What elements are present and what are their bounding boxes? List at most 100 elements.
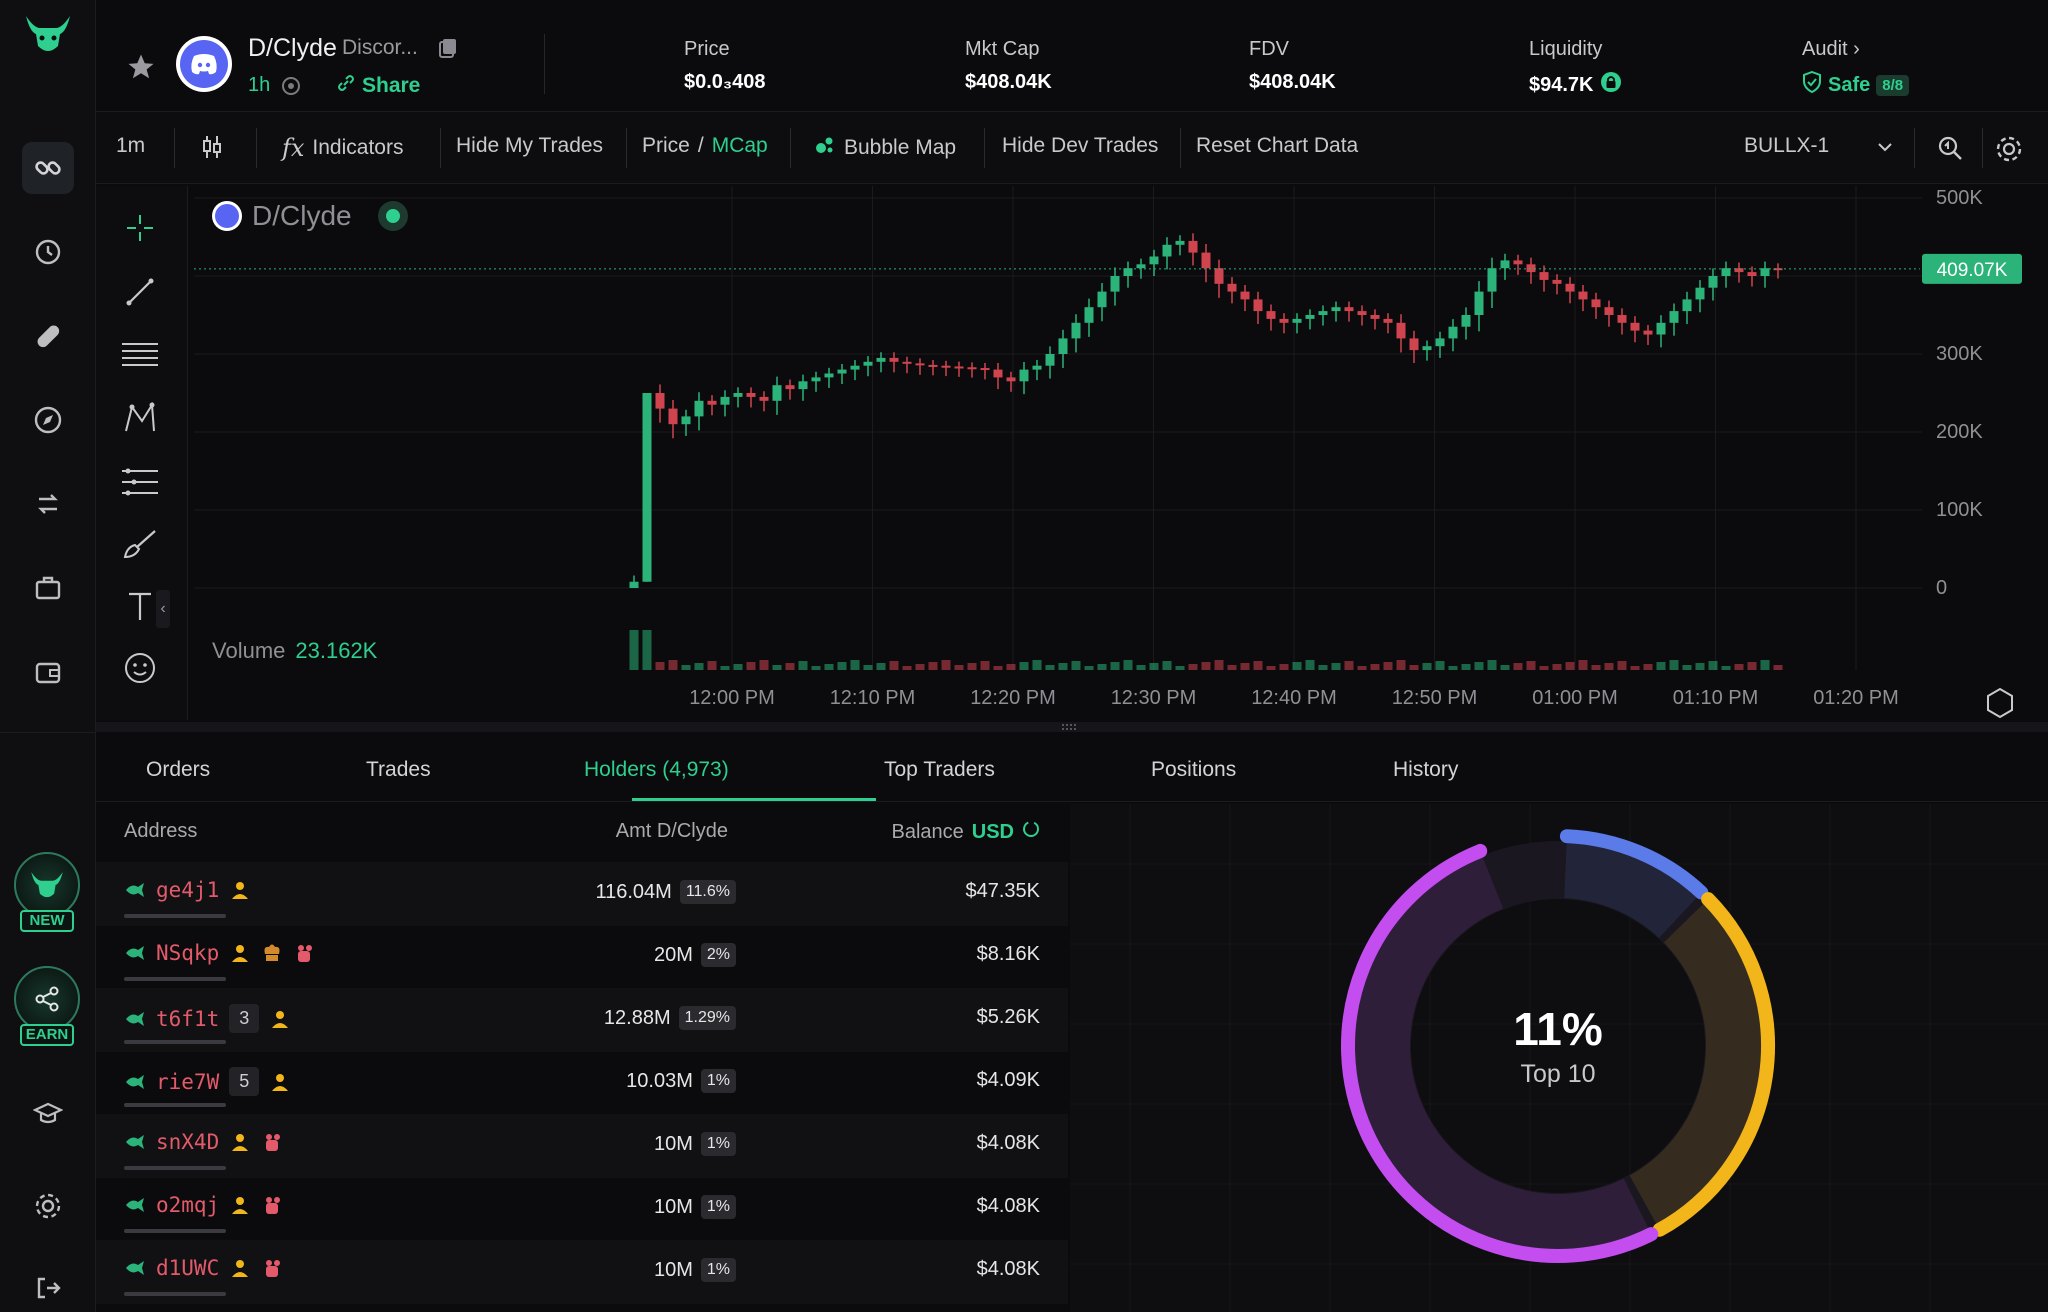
top10-donut-panel <box>1070 804 2048 1312</box>
horizontal-lines-icon[interactable] <box>118 332 162 376</box>
copy-icon[interactable] <box>436 36 460 65</box>
col-address: Address <box>124 820 198 842</box>
new-badge: NEW <box>20 910 74 932</box>
holder-address[interactable]: snX4D <box>124 1130 283 1170</box>
table-row[interactable]: snX4D 10M 1% $4.08K <box>96 1114 1068 1178</box>
table-row[interactable]: t6f1t 3 12.88M 1.29% $5.26K <box>96 988 1068 1052</box>
price-mcap-toggle[interactable]: Price / MCap <box>642 134 768 158</box>
col-balance[interactable]: Balance USD <box>891 820 1040 844</box>
holder-balance: $4.09K <box>976 1069 1040 1091</box>
x-tick-label: 12:30 PM <box>1111 687 1197 709</box>
swap-icon[interactable] <box>22 478 74 530</box>
wallet-icon[interactable] <box>22 646 74 698</box>
volume-bar <box>1019 662 1029 670</box>
briefcase-icon[interactable] <box>22 562 74 614</box>
brush-icon[interactable] <box>118 522 162 566</box>
stat-audit[interactable]: Audit › Safe 8/8 <box>1802 38 1910 99</box>
candle-body <box>1500 260 1510 269</box>
holder-address[interactable]: ge4j1 <box>124 878 251 918</box>
text-tool-icon[interactable] <box>118 584 162 628</box>
logout-icon[interactable] <box>22 1268 74 1308</box>
tab-history[interactable]: History <box>1393 758 1459 781</box>
table-row[interactable]: rie7W 5 10.03M 1% $4.09K <box>96 1051 1068 1115</box>
bull-logo-icon[interactable] <box>20 10 76 58</box>
address-underline <box>124 1166 226 1170</box>
link-icon[interactable] <box>22 142 74 194</box>
candle-body <box>785 385 795 390</box>
candle-body <box>1539 272 1549 280</box>
server-select[interactable]: BULLX-1 <box>1744 134 1893 158</box>
top10-donut-chart[interactable] <box>1070 804 2048 1312</box>
x-tick-label: 12:10 PM <box>830 687 916 709</box>
user-icon <box>232 1197 249 1214</box>
donut-segment[interactable] <box>1652 892 1775 1237</box>
share-button[interactable]: Share <box>336 73 420 99</box>
holder-address[interactable]: t6f1t 3 <box>124 1004 291 1044</box>
quick-zoom-icon[interactable] <box>1936 134 1964 162</box>
volume-bar <box>1240 663 1250 670</box>
holder-address[interactable]: o2mqj <box>124 1193 283 1233</box>
collapse-tools-button[interactable]: ‹ <box>156 590 170 628</box>
table-row[interactable]: NSqkp 20M 2% $8.16K <box>96 925 1068 989</box>
candle-type-icon[interactable] <box>200 134 224 160</box>
candle-body <box>1669 311 1679 323</box>
holder-address[interactable]: rie7W 5 <box>124 1067 291 1107</box>
holder-address[interactable]: d1UWC <box>124 1256 283 1296</box>
candle-body <box>915 363 925 366</box>
table-row[interactable]: d1UWC 10M 1% $4.08K <box>96 1240 1068 1304</box>
candle-body <box>954 366 964 369</box>
tab-trades[interactable]: Trades <box>366 758 431 781</box>
donut-segment[interactable] <box>1341 843 1659 1263</box>
donut-segment[interactable] <box>1559 829 1709 900</box>
axis-settings-icon <box>1987 687 2013 719</box>
candle-body <box>707 400 717 405</box>
table-row[interactable]: o2mqj 10M 1% $4.08K <box>96 1177 1068 1241</box>
fib-levels-icon[interactable] <box>118 460 162 504</box>
chart-toolbar: 1m fx Indicators Hide My Trades Price / … <box>96 112 2048 184</box>
current-price-label: 409.07K <box>1937 260 2008 281</box>
favorite-star-icon[interactable] <box>126 52 156 87</box>
dolphin-icon <box>126 1074 144 1089</box>
interval-button[interactable]: 1m <box>116 134 145 158</box>
token-avatar[interactable] <box>176 36 232 92</box>
volume-bar <box>746 662 756 670</box>
radar-icon <box>281 76 300 95</box>
panel-resize-handle[interactable] <box>96 722 2048 732</box>
earn-button[interactable]: EARN <box>14 966 80 1052</box>
history-icon[interactable] <box>22 226 74 278</box>
hide-dev-trades-label: Hide Dev Trades <box>1002 134 1159 157</box>
crosshair-icon[interactable] <box>118 206 162 250</box>
holder-address[interactable]: NSqkp <box>124 941 315 981</box>
bubble-map-button[interactable]: Bubble Map <box>814 134 956 162</box>
tab-holders[interactable]: Holders (4,973) <box>584 758 729 781</box>
holder-percent-badge: 1% <box>700 1195 736 1219</box>
pill-icon[interactable] <box>22 310 74 362</box>
indicators-button[interactable]: fx Indicators <box>282 134 403 162</box>
share-nodes-icon <box>14 966 80 1032</box>
candle-body <box>850 365 860 370</box>
graduation-cap-icon[interactable] <box>22 1088 74 1140</box>
pattern-icon[interactable] <box>118 396 162 440</box>
volume-bar <box>1396 660 1406 670</box>
new-feature-button[interactable]: NEW <box>14 852 80 938</box>
tab-orders[interactable]: Orders <box>146 758 211 781</box>
hide-dev-trades-button[interactable]: Hide Dev Trades <box>1002 134 1158 158</box>
table-row[interactable]: ge4j1 116.04M 11.6% $47.35K <box>96 862 1068 926</box>
reset-chart-button[interactable]: Reset Chart Data <box>1196 134 1358 158</box>
chart-settings-icon[interactable] <box>1994 134 2024 164</box>
candle-body <box>1552 279 1562 284</box>
user-icon <box>272 1073 289 1091</box>
trend-line-icon[interactable] <box>118 270 162 314</box>
stat-audit-label-row: Audit › <box>1802 38 1909 61</box>
volume-bar <box>1734 664 1744 670</box>
tab-positions[interactable]: Positions <box>1151 758 1237 781</box>
volume-bar <box>642 630 652 670</box>
compass-icon[interactable] <box>22 394 74 446</box>
emoji-icon[interactable] <box>118 646 162 690</box>
hide-my-trades-button[interactable]: Hide My Trades <box>456 134 603 158</box>
discord-small-icon <box>212 201 242 231</box>
tab-top-traders[interactable]: Top Traders <box>884 758 995 781</box>
settings-gear-icon[interactable] <box>22 1180 74 1232</box>
volume-bar <box>1682 665 1692 670</box>
